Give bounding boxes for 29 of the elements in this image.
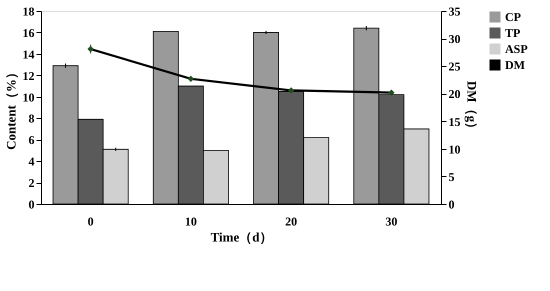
x-axis-title: Time（d） bbox=[210, 230, 272, 244]
x-tick-label: 10 bbox=[184, 214, 197, 228]
y2-tick-label: 30 bbox=[448, 32, 460, 46]
legend-label: CP bbox=[505, 10, 521, 24]
y2-tick-label: 15 bbox=[448, 114, 460, 129]
y2-tick-label: 5 bbox=[448, 170, 454, 184]
x-tick-label: 30 bbox=[385, 214, 398, 228]
y2-tick-label: 20 bbox=[448, 87, 460, 102]
x-tick-label: 20 bbox=[285, 214, 298, 228]
y-tick-label: 0 bbox=[28, 198, 34, 212]
y-tick-label: 6 bbox=[28, 133, 34, 148]
y-tick-label: 14 bbox=[22, 47, 34, 62]
x-tick-label: 0 bbox=[88, 214, 94, 228]
y2-tick-label: 35 bbox=[448, 4, 460, 18]
y2-axis-title: DM（g） bbox=[464, 80, 480, 136]
y-axis-title: Content（%） bbox=[4, 66, 18, 150]
y-tick-label: 2 bbox=[28, 176, 34, 190]
y-tick-label: 8 bbox=[28, 112, 34, 126]
y-tick-label: 10 bbox=[22, 90, 34, 104]
y2-tick-label: 0 bbox=[448, 198, 454, 212]
legend-label: TP bbox=[505, 26, 520, 40]
legend-label: ASP bbox=[505, 42, 528, 56]
y2-tick-label: 10 bbox=[448, 142, 460, 156]
y-tick-label: 12 bbox=[22, 68, 34, 83]
y-tick-label: 18 bbox=[22, 4, 34, 18]
legend-label: DM bbox=[505, 58, 525, 72]
y-tick-label: 16 bbox=[22, 26, 34, 40]
y-tick-label: 4 bbox=[28, 154, 34, 169]
y2-tick-label: 25 bbox=[448, 60, 460, 74]
